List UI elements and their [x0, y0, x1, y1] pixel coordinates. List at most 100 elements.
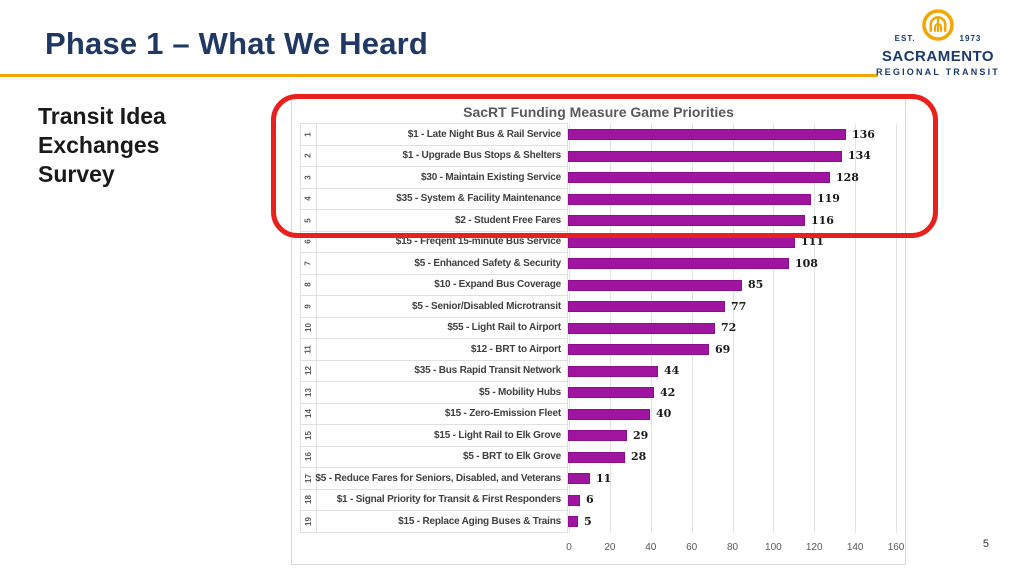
- value-label: 29: [633, 428, 649, 442]
- value-label: 28: [631, 450, 647, 463]
- bar: [568, 279, 742, 291]
- logo-emblem-icon: [921, 8, 955, 47]
- bar-track: 134: [568, 146, 905, 168]
- x-tick-label: 40: [645, 541, 657, 553]
- rank-cell: 10: [300, 316, 317, 339]
- rank-label: 14: [304, 409, 313, 419]
- value-label: 128: [836, 170, 859, 184]
- rank-cell: 15: [300, 424, 317, 447]
- left-caption: Transit Idea Exchanges Survey: [38, 102, 166, 189]
- bar: [568, 451, 625, 463]
- bar: [568, 494, 580, 506]
- rank-cell: 12: [300, 359, 317, 382]
- category-label: $15 - Zero-Emission Fleet: [317, 402, 568, 425]
- bar: [568, 516, 578, 527]
- value-label: 116: [811, 213, 834, 227]
- bar: [568, 408, 650, 420]
- bar-track: 85: [568, 275, 905, 297]
- x-axis: 0 20 40 60 80 100 120 140 160: [292, 542, 905, 558]
- bar-track: 6: [568, 490, 905, 512]
- chart-row: 15 $15 - Light Rail to Elk Grove 29: [292, 424, 905, 447]
- x-tick-label: 140: [846, 541, 864, 553]
- rank-label: 11: [304, 345, 313, 354]
- x-tick-label: 20: [604, 541, 616, 553]
- bar-track: 119: [568, 189, 905, 211]
- bar-track: 28: [568, 447, 905, 469]
- chart-row: 18 $1 - Signal Priority for Transit & Fir…: [292, 488, 905, 512]
- rank-label: 6: [303, 239, 313, 244]
- category-label: $1 - Signal Priority for Transit & First…: [317, 488, 568, 511]
- gridline: [896, 124, 898, 533]
- chart-row: 8 $10 - Expand Bus Coverage 85: [292, 273, 905, 297]
- value-label: 42: [660, 385, 676, 399]
- rank-label: 15: [304, 430, 313, 440]
- bar-track: 11: [568, 468, 905, 490]
- bar: [568, 150, 842, 162]
- bar-track: 111: [568, 232, 905, 254]
- value-label: 119: [817, 192, 840, 205]
- x-tick-label: 120: [805, 541, 823, 553]
- value-label: 85: [748, 278, 764, 291]
- bar-track: 69: [568, 339, 905, 361]
- x-tick-label: 160: [887, 541, 905, 553]
- rank-label: 13: [304, 387, 313, 397]
- bar: [568, 365, 658, 377]
- bar: [568, 236, 795, 248]
- bar-track: 77: [568, 296, 905, 318]
- gridline: [732, 124, 734, 533]
- bar-track: 44: [568, 361, 905, 383]
- rank-label: 3: [303, 175, 313, 180]
- x-tick-label: 100: [765, 541, 782, 553]
- value-label: 108: [795, 256, 818, 270]
- rank-label: 7: [303, 261, 313, 266]
- category-label: $5 - Reduce Fares for Seniors, Disabled,…: [315, 467, 568, 490]
- gridline: [773, 124, 775, 533]
- chart-rows: 1 $1 - Late Night Bus & Rail Service 136 2 $…: [292, 123, 905, 533]
- category-label: $2 - Student Free Fares: [317, 209, 568, 232]
- x-tick-label: 60: [686, 541, 698, 553]
- caption-line-2: Exchanges: [38, 132, 160, 158]
- bar: [568, 430, 627, 441]
- chart-row: 11 $12 - BRT to Airport 69: [292, 338, 905, 361]
- x-tick-label: 0: [566, 541, 572, 553]
- rank-label: 4: [303, 196, 313, 201]
- chart-row: 17 $5 - Reduce Fares for Seniors, Disable…: [292, 467, 905, 490]
- rank-label: 16: [304, 452, 313, 462]
- value-label: 11: [596, 471, 612, 485]
- bar-chart: SacRT Funding Measure Game Priorities 1 $…: [291, 97, 906, 565]
- rank-cell: 11: [300, 338, 317, 361]
- bar-track: 42: [568, 382, 905, 404]
- chart-row: 12 $35 - Bus Rapid Transit Network 44: [292, 359, 905, 383]
- chart-row: 14 $15 - Zero-Emission Fleet 40: [292, 402, 905, 425]
- bar-track: 136: [568, 124, 905, 146]
- rank-label: 1: [303, 132, 313, 137]
- rank-cell: 8: [300, 273, 317, 296]
- bar-track: 5: [568, 511, 905, 533]
- rank-cell: 7: [300, 252, 317, 275]
- chart-row: 5 $2 - Student Free Fares 116: [292, 209, 905, 232]
- bar-track: 116: [568, 210, 905, 232]
- value-label: 6: [586, 493, 594, 506]
- rank-label: 10: [304, 323, 313, 333]
- logo-name: SACRAMENTO: [881, 48, 995, 65]
- gridline: [855, 124, 857, 533]
- bar: [568, 473, 590, 484]
- value-label: 136: [852, 127, 875, 141]
- bar: [568, 172, 830, 183]
- category-label: $5 - Enhanced Safety & Security: [317, 252, 568, 275]
- chart-row: 4 $35 - System & Facility Maintenance 119: [292, 187, 905, 211]
- bar: [568, 344, 709, 355]
- bar: [568, 387, 654, 398]
- bar: [568, 129, 846, 140]
- value-label: 40: [656, 407, 672, 420]
- category-label: $5 - Mobility Hubs: [317, 381, 568, 404]
- category-label: $15 - Replace Aging Buses & Trains: [317, 510, 568, 533]
- gridline: [814, 124, 816, 533]
- logo-est-label: EST.: [894, 34, 916, 43]
- rank-cell: 16: [300, 445, 317, 468]
- rank-cell: 14: [300, 402, 317, 425]
- rank-label: 9: [303, 304, 313, 309]
- category-label: $30 - Maintain Existing Service: [317, 166, 568, 189]
- bar-track: 72: [568, 318, 905, 340]
- page-title: Phase 1 – What We Heard: [45, 26, 429, 61]
